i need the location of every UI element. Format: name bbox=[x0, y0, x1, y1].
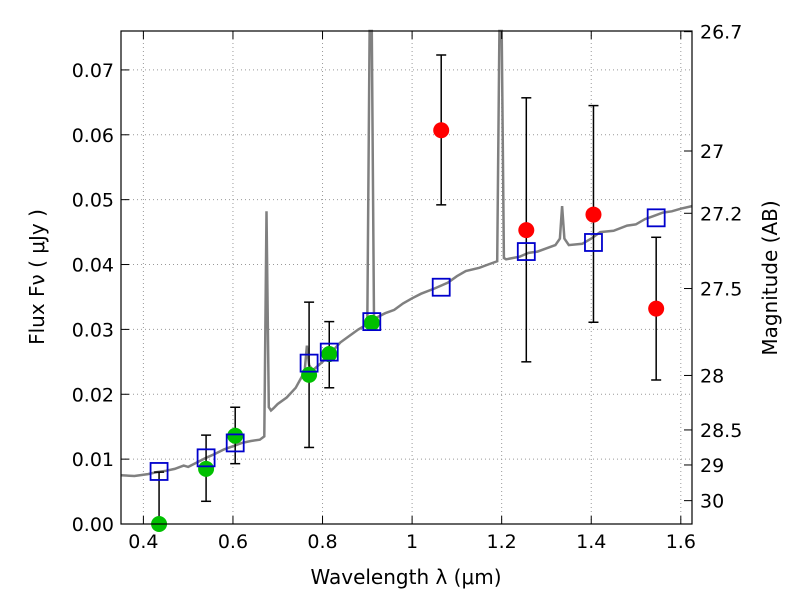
magnitude-axis-ticks: 26.7 27 27.2 27.5 28 28.5 29 30 bbox=[684, 22, 742, 513]
y-tick-label-3: 0.03 bbox=[72, 319, 114, 341]
mag-tick-label-1: 27 bbox=[700, 141, 724, 163]
red-point-3 bbox=[648, 300, 665, 317]
green-point-1 bbox=[198, 460, 215, 477]
model-square-4 bbox=[319, 342, 339, 362]
y-axis-label: Flux Fν ( μJy ) bbox=[25, 209, 49, 345]
red-point-2 bbox=[585, 206, 602, 223]
model-square-0 bbox=[149, 462, 169, 481]
y-tick-label-2: 0.02 bbox=[72, 384, 114, 406]
model-square-9 bbox=[646, 208, 666, 228]
x-tick-label-2: 0.8 bbox=[307, 531, 337, 553]
model-photometry-squares bbox=[149, 208, 666, 481]
green-point-4 bbox=[321, 346, 338, 363]
y-tick-label-4: 0.04 bbox=[72, 255, 114, 277]
mag-tick-label-6: 29 bbox=[700, 455, 724, 477]
red-point-0 bbox=[433, 122, 450, 139]
mag-tick-label-4: 28 bbox=[700, 365, 724, 387]
mag-tick-label-3: 27.5 bbox=[700, 279, 742, 301]
green-point-2 bbox=[227, 427, 244, 444]
model-square-6 bbox=[431, 277, 451, 297]
model-square-2 bbox=[225, 433, 245, 453]
mag-tick-label-5: 28.5 bbox=[700, 420, 742, 442]
y-tick-label-7: 0.07 bbox=[72, 60, 114, 82]
x-tick-label-5: 1.4 bbox=[576, 531, 606, 553]
mag-tick-label-7: 30 bbox=[700, 491, 724, 513]
y-tick-label-5: 0.05 bbox=[72, 190, 114, 212]
x-tick-label-6: 1.6 bbox=[666, 531, 696, 553]
y-tick-label-0: 0.00 bbox=[72, 514, 114, 536]
red-point-1 bbox=[518, 222, 535, 239]
green-point-3 bbox=[301, 366, 318, 383]
model-square-1 bbox=[196, 448, 216, 468]
green-point-5 bbox=[363, 314, 380, 331]
x-axis-label: Wavelength λ (μm) bbox=[310, 565, 501, 589]
x-tick-label-4: 1.2 bbox=[487, 531, 517, 553]
model-square-5 bbox=[362, 312, 382, 332]
x-axis-ticks: 0.4 0.6 0.8 1 1.2 1.4 1.6 bbox=[128, 31, 696, 553]
y-axis-ticks: 0.00 0.01 0.02 0.03 0.04 0.05 0.06 0.07 bbox=[72, 60, 129, 536]
mag-tick-label-2: 27.2 bbox=[700, 203, 742, 225]
x-tick-label-0: 0.4 bbox=[128, 531, 158, 553]
mag-tick-label-0: 26.7 bbox=[700, 22, 742, 44]
red-photometry-points bbox=[433, 122, 665, 317]
x-tick-label-1: 0.6 bbox=[218, 531, 248, 553]
y-tick-label-6: 0.06 bbox=[72, 125, 114, 147]
y-tick-label-1: 0.01 bbox=[72, 449, 114, 471]
model-square-3 bbox=[299, 353, 319, 373]
model-square-7 bbox=[516, 242, 536, 261]
model-square-8 bbox=[584, 233, 603, 252]
magnitude-axis-label: Magnitude (AB) bbox=[758, 200, 782, 355]
plot-frame bbox=[120, 30, 693, 525]
x-tick-label-3: 1 bbox=[406, 531, 418, 553]
